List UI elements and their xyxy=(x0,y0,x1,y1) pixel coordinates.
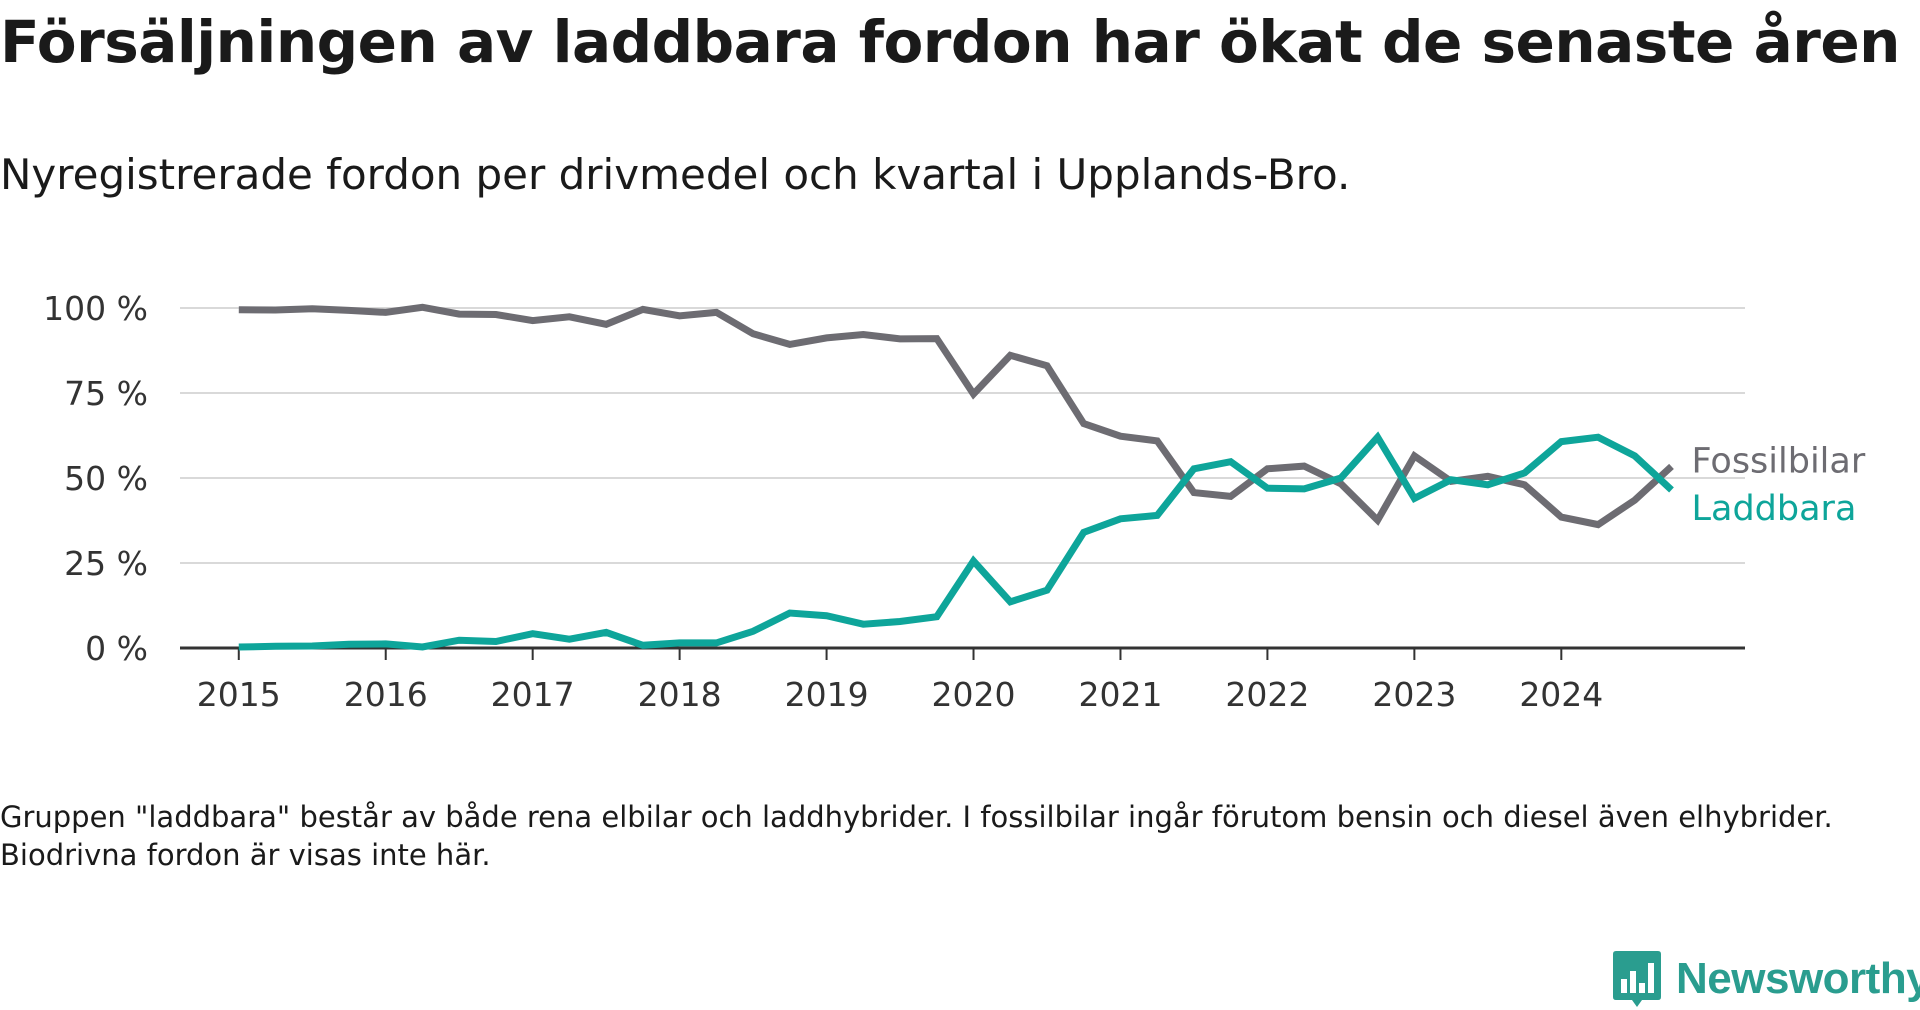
y-tick-label: 0 % xyxy=(85,629,148,668)
brand-name: Newsworthy xyxy=(1676,954,1920,1003)
x-tick-label: 2015 xyxy=(197,675,281,714)
x-tick-label: 2018 xyxy=(638,675,722,714)
gridlines xyxy=(180,307,1745,564)
x-axis: 2015 2016 2017 2018 2019 2020 2021 2022 2023 2024 xyxy=(180,646,1745,714)
x-tick-label: 2016 xyxy=(344,675,428,714)
y-tick-label: 75 % xyxy=(64,374,148,413)
x-tick-label: 2023 xyxy=(1372,675,1456,714)
series-line-laddbara xyxy=(238,431,1674,651)
x-tick-label: 2021 xyxy=(1078,675,1162,714)
chart-footnote: Gruppen "laddbara" består av både rena e… xyxy=(0,800,1833,872)
series-label-laddbara: Laddbara xyxy=(1692,489,1857,529)
x-tick-label: 2017 xyxy=(491,675,575,714)
y-tick-label: 100 % xyxy=(43,289,148,328)
chart-subtitle: Nyregistrerade fordon per drivmedel och … xyxy=(0,150,1351,199)
y-tick-label: 25 % xyxy=(64,544,148,583)
series-labels: Fossilbilar Laddbara xyxy=(1692,441,1866,528)
newsworthy-logo-icon xyxy=(1613,951,1661,1007)
brand-logo[interactable]: Newsworthy xyxy=(1612,948,1920,1010)
series-lines xyxy=(238,303,1674,651)
series-label-fossilbilar: Fossilbilar xyxy=(1692,441,1866,481)
x-tick-label: 2022 xyxy=(1225,675,1309,714)
x-tick-label: 2019 xyxy=(785,675,869,714)
chart-title: Försäljningen av laddbara fordon har öka… xyxy=(0,8,1900,76)
series-line-fossilbilar xyxy=(238,303,1674,529)
x-tick-label: 2024 xyxy=(1519,675,1603,714)
y-axis: 0 % 25 % 50 % 75 % 100 % xyxy=(43,289,148,668)
y-tick-label: 50 % xyxy=(64,459,148,498)
x-tick-label: 2020 xyxy=(932,675,1016,714)
